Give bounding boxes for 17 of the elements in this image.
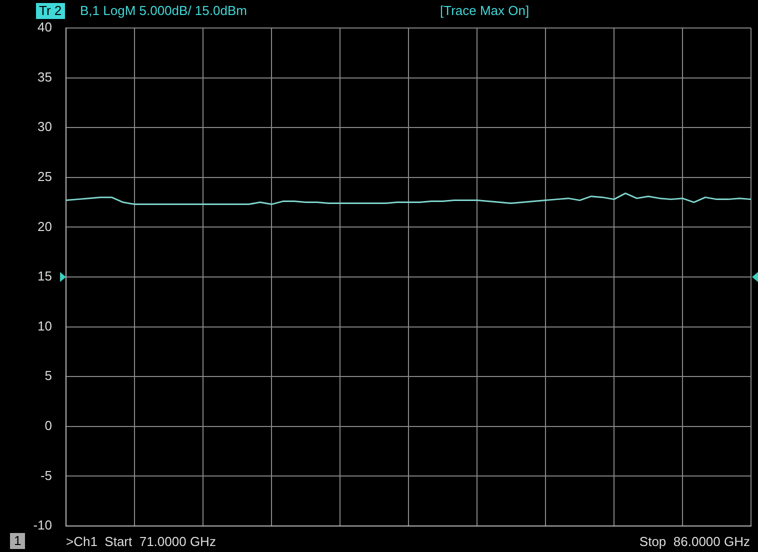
- y-tick-label: 5: [44, 368, 52, 384]
- text: >Ch1 Start 71.0000 GHz: [66, 534, 216, 550]
- text: [Trace Max On]: [440, 3, 530, 19]
- y-tick-label: 35: [38, 69, 52, 84]
- text: 1: [10, 533, 26, 549]
- y-tick-label: -5: [40, 468, 52, 483]
- y-tick-label: 20: [38, 218, 52, 234]
- y-tick-label: 15: [38, 268, 52, 284]
- y-tick-label: 0: [44, 418, 52, 433]
- y-tick-label: 25: [38, 168, 52, 184]
- y-tick-label: -10: [33, 518, 52, 533]
- y-tick-label: 40: [38, 20, 52, 35]
- y-tick-label: 30: [38, 119, 52, 134]
- y-tick-label: 10: [38, 318, 52, 334]
- text: Stop 86.0000 GHz: [639, 534, 750, 550]
- chart-title: B,1 LogM 5.000dB/ 15.0dBm: [80, 3, 247, 18]
- text: Tr 2: [36, 3, 65, 19]
